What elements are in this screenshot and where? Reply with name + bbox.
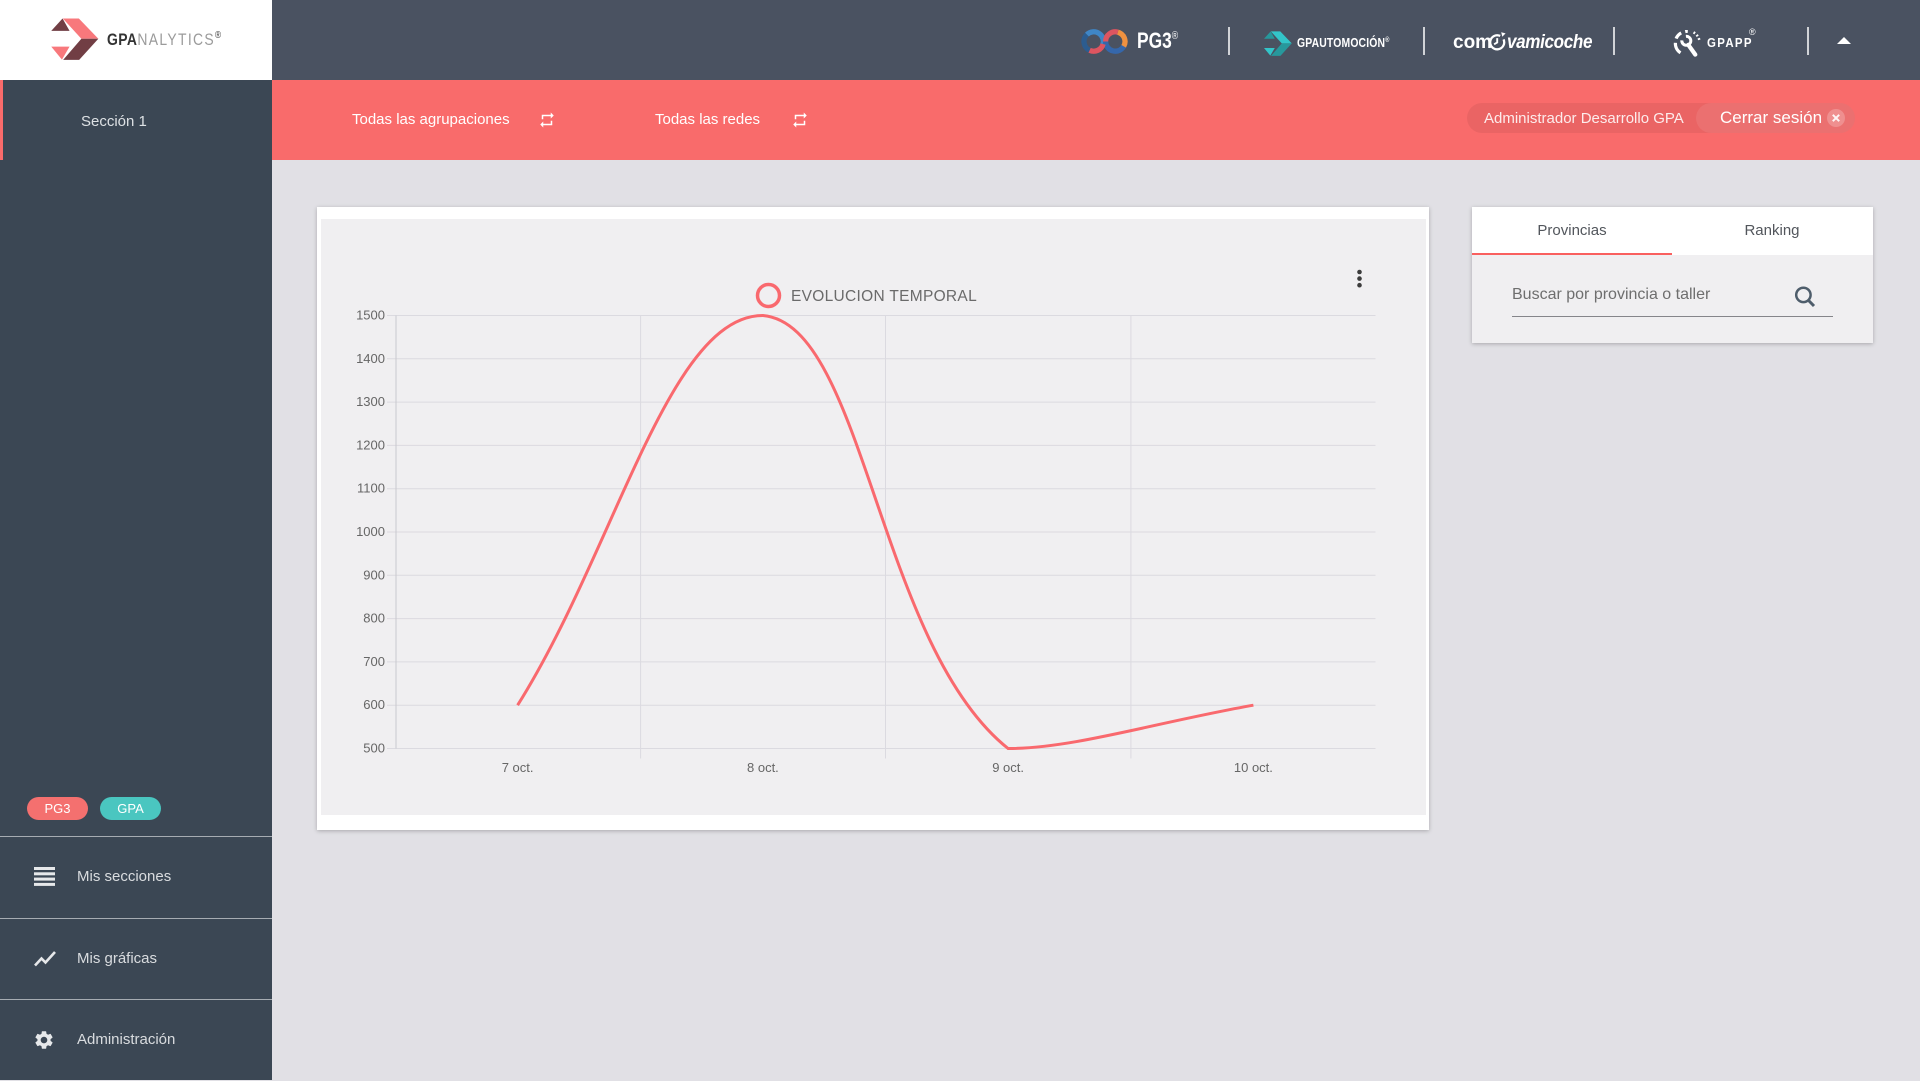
svg-text:1000: 1000 (356, 524, 385, 539)
svg-text:700: 700 (363, 654, 385, 669)
svg-text:1100: 1100 (357, 481, 385, 496)
svg-text:8 oct.: 8 oct. (747, 760, 779, 775)
svg-text:800: 800 (363, 611, 385, 626)
svg-text:1300: 1300 (356, 394, 385, 409)
svg-text:500: 500 (363, 741, 385, 756)
svg-text:EVOLUCION TEMPORAL: EVOLUCION TEMPORAL (791, 288, 977, 305)
svg-text:1400: 1400 (356, 351, 385, 366)
svg-text:9 oct.: 9 oct. (992, 760, 1024, 775)
svg-text:10 oct.: 10 oct. (1234, 760, 1273, 775)
svg-text:1500: 1500 (356, 308, 385, 323)
svg-text:1200: 1200 (356, 437, 385, 452)
svg-text:900: 900 (363, 567, 385, 582)
svg-text:7 oct.: 7 oct. (502, 760, 534, 775)
svg-text:600: 600 (363, 697, 385, 712)
